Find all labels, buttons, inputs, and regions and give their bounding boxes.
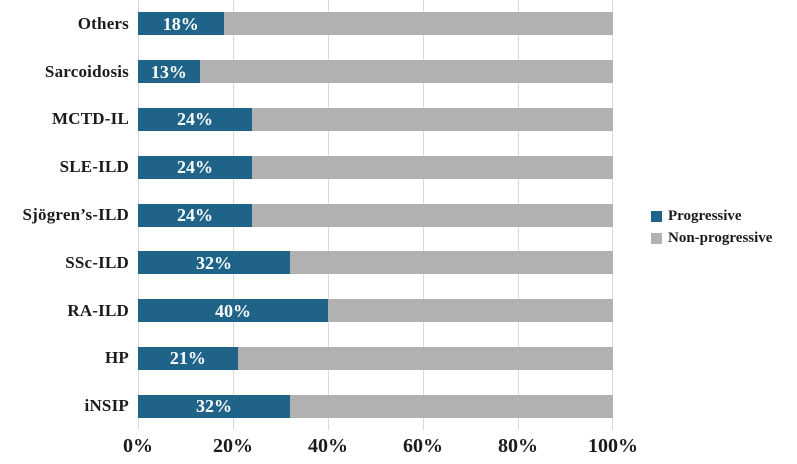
non-progressive-bar-segment: [223, 12, 613, 36]
bar-track: 24%: [138, 203, 613, 227]
non-progressive-bar-segment: [252, 203, 613, 227]
bar-track: 21%: [138, 346, 613, 370]
progressive-bar-segment: 21%: [138, 346, 238, 370]
non-progressive-bar-segment: [290, 394, 613, 418]
bar-track: 18%: [138, 12, 613, 36]
bar-value-label: 32%: [196, 396, 232, 417]
bar-row-mctd-il: MCTD-IL 24%: [0, 96, 613, 144]
progressive-bar-segment: 32%: [138, 394, 290, 418]
bar-track: 40%: [138, 299, 613, 323]
bar-track: 13%: [138, 60, 613, 84]
bar-value-label: 18%: [162, 13, 199, 34]
category-label: SLE-ILD: [59, 157, 129, 177]
legend-item-progressive: Progressive: [651, 208, 772, 225]
bar-value-label: 24%: [177, 109, 213, 130]
x-axis-tick: 20%: [213, 435, 253, 457]
category-label: SSc-ILD: [65, 252, 129, 272]
category-label: Others: [77, 13, 129, 33]
category-label: iNSIP: [84, 396, 129, 416]
bar-row-hp: HP 21%: [0, 334, 613, 382]
bar-value-label: 40%: [215, 300, 251, 321]
progressive-swatch-icon: [651, 211, 662, 222]
x-axis: 0% 20% 40% 60% 80% 100%: [0, 433, 797, 464]
non-progressive-swatch-icon: [651, 233, 662, 244]
bar-row-ssc-ild: SSc-ILD 32%: [0, 239, 613, 287]
bar-rows: Others 18% Sarcoidosis 13% MCTD-IL 24%: [0, 0, 613, 430]
bar-row-ra-ild: RA-ILD 40%: [0, 287, 613, 335]
non-progressive-bar-segment: [252, 107, 613, 131]
x-axis-tick: 80%: [498, 435, 538, 457]
legend-label: Progressive: [668, 208, 742, 224]
legend-item-non-progressive: Non-progressive: [651, 230, 772, 247]
legend-label: Non-progressive: [668, 230, 773, 246]
bar-track: 32%: [138, 251, 613, 275]
bar-row-sjogrens-ild: Sjögren’s-ILD 24%: [0, 191, 613, 239]
progressive-bar-segment: 24%: [138, 203, 252, 227]
non-progressive-bar-segment: [199, 60, 613, 84]
bar-value-label: 32%: [196, 252, 232, 273]
category-label: HP: [104, 348, 129, 368]
x-axis-tick: 60%: [403, 435, 443, 457]
bar-track: 24%: [138, 107, 613, 131]
bar-value-label: 21%: [169, 348, 206, 369]
category-label: Sjögren’s-ILD: [22, 205, 129, 225]
progressive-bar-segment: 13%: [138, 60, 200, 84]
non-progressive-bar-segment: [290, 251, 613, 275]
progressive-bar-segment: 24%: [138, 155, 252, 179]
bar-row-others: Others 18%: [0, 0, 613, 48]
bar-row-insip: iNSIP 32%: [0, 382, 613, 430]
x-axis-tick: 0%: [123, 435, 153, 457]
x-axis-tick: 100%: [588, 435, 638, 457]
progressive-bar-segment: 24%: [138, 107, 252, 131]
non-progressive-bar-segment: [237, 346, 613, 370]
category-label: Sarcoidosis: [44, 61, 129, 81]
category-label: MCTD-IL: [52, 109, 129, 129]
progressive-bar-segment: 40%: [138, 299, 328, 323]
non-progressive-bar-segment: [328, 299, 613, 323]
x-axis-tick: 40%: [308, 435, 348, 457]
bar-value-label: 24%: [177, 157, 213, 178]
non-progressive-bar-segment: [252, 155, 613, 179]
bar-track: 32%: [138, 394, 613, 418]
bar-value-label: 24%: [177, 205, 213, 226]
bar-value-label: 13%: [150, 61, 187, 82]
legend: Progressive Non-progressive: [651, 208, 772, 247]
progressive-bar-segment: 32%: [138, 251, 290, 275]
bar-row-sarcoidosis: Sarcoidosis 13%: [0, 48, 613, 96]
progressive-bar-segment: 18%: [138, 12, 224, 36]
bar-row-sle-ild: SLE-ILD 24%: [0, 143, 613, 191]
category-label: RA-ILD: [67, 300, 129, 320]
bar-track: 24%: [138, 155, 613, 179]
